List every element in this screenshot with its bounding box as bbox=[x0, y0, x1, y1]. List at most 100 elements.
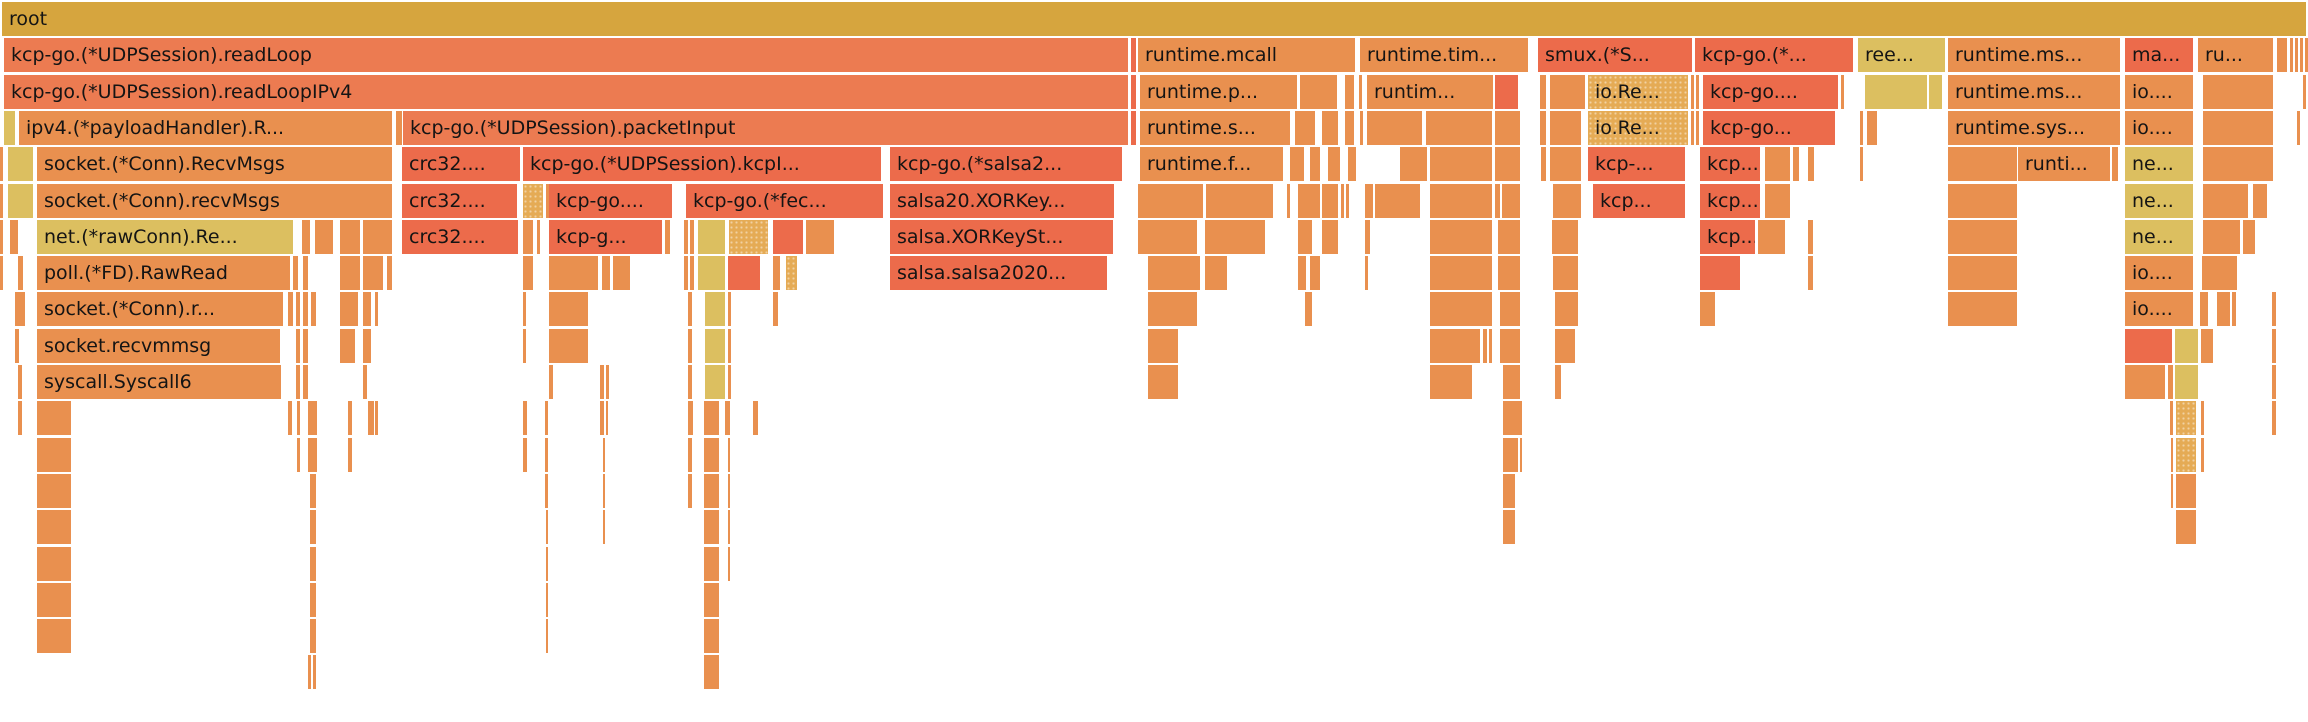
flame-frame[interactable] bbox=[546, 582, 548, 617]
flame-frame[interactable] bbox=[15, 292, 25, 327]
flame-frame-ree[interactable]: ree... bbox=[1858, 38, 1945, 73]
flame-frame[interactable] bbox=[1341, 183, 1344, 218]
flame-frame[interactable] bbox=[10, 219, 18, 254]
flame-frame[interactable] bbox=[1365, 256, 1368, 291]
flame-frame-ne[interactable]: ne... bbox=[2125, 219, 2193, 254]
flame-frame[interactable] bbox=[1555, 365, 1561, 399]
flame-frame[interactable] bbox=[1205, 256, 1227, 291]
flame-frame[interactable] bbox=[1295, 110, 1315, 145]
flame-frame[interactable] bbox=[705, 365, 725, 399]
flame-frame[interactable] bbox=[2201, 328, 2213, 363]
flame-frame[interactable] bbox=[1700, 292, 1715, 327]
flame-frame[interactable] bbox=[363, 365, 367, 399]
flame-frame[interactable] bbox=[37, 510, 71, 545]
flame-frame[interactable] bbox=[2243, 219, 2255, 254]
flame-frame[interactable] bbox=[1793, 147, 1799, 182]
flame-frame[interactable] bbox=[313, 655, 316, 690]
flame-frame[interactable] bbox=[728, 546, 730, 581]
flame-frame[interactable] bbox=[606, 365, 609, 399]
flame-frame[interactable] bbox=[546, 183, 549, 218]
flame-frame[interactable] bbox=[1300, 74, 1337, 109]
flame-frame[interactable] bbox=[1553, 183, 1581, 218]
flame-frame[interactable] bbox=[1948, 183, 2017, 218]
flame-frame[interactable] bbox=[546, 546, 548, 581]
flame-frame[interactable] bbox=[688, 292, 692, 327]
flame-frame[interactable] bbox=[1503, 510, 1515, 545]
flame-frame[interactable] bbox=[600, 401, 604, 436]
flame-frame[interactable] bbox=[2305, 38, 2308, 73]
flame-frame[interactable] bbox=[523, 183, 543, 218]
flame-frame-ne[interactable]: ne... bbox=[2125, 183, 2193, 218]
flame-frame[interactable] bbox=[1503, 401, 1522, 436]
flame-frame[interactable] bbox=[606, 401, 608, 436]
flame-frame[interactable] bbox=[1359, 74, 1362, 109]
flame-frame[interactable] bbox=[1502, 183, 1520, 218]
flame-frame[interactable] bbox=[1503, 473, 1515, 508]
flame-frame-runtime-f[interactable]: runtime.f... bbox=[1140, 147, 1283, 182]
flame-frame[interactable] bbox=[704, 546, 719, 581]
flame-frame[interactable] bbox=[2217, 292, 2230, 327]
flame-frame[interactable] bbox=[308, 437, 317, 472]
flame-frame[interactable] bbox=[1430, 256, 1492, 291]
flame-frame[interactable] bbox=[37, 582, 71, 617]
flame-frame[interactable] bbox=[688, 328, 692, 363]
flame-frame[interactable] bbox=[1503, 437, 1518, 472]
flame-frame-runtime-ms[interactable]: runtime.ms... bbox=[1948, 74, 2120, 109]
flame-frame[interactable] bbox=[1498, 256, 1520, 291]
flame-frame-kcp-go-fec[interactable]: kcp-go.(*fec... bbox=[686, 183, 883, 218]
flame-frame[interactable] bbox=[523, 219, 533, 254]
flame-frame[interactable] bbox=[1865, 74, 1927, 109]
flame-frame-kcp-go[interactable]: kcp-go... bbox=[1703, 110, 1835, 145]
flame-frame[interactable] bbox=[1696, 74, 1699, 109]
flame-frame[interactable] bbox=[728, 328, 731, 363]
flame-frame[interactable] bbox=[1430, 365, 1472, 399]
flame-frame-smux-s[interactable]: smux.(*S... bbox=[1538, 38, 1692, 73]
flame-frame[interactable] bbox=[2201, 437, 2204, 472]
flame-frame[interactable] bbox=[1345, 110, 1354, 145]
flame-frame[interactable] bbox=[296, 292, 300, 327]
flame-frame[interactable] bbox=[523, 256, 533, 291]
flame-frame[interactable] bbox=[1948, 219, 2017, 254]
flame-frame[interactable] bbox=[1430, 292, 1492, 327]
flame-frame[interactable] bbox=[1498, 219, 1520, 254]
flame-frame[interactable] bbox=[725, 401, 730, 436]
flame-frame[interactable] bbox=[603, 437, 605, 472]
flame-frame[interactable] bbox=[1365, 183, 1373, 218]
flame-frame[interactable] bbox=[1691, 110, 1694, 145]
flame-frame[interactable] bbox=[545, 437, 548, 472]
flame-frame[interactable] bbox=[1131, 110, 1136, 145]
flame-frame[interactable] bbox=[297, 437, 300, 472]
flame-frame[interactable] bbox=[705, 328, 725, 363]
flame-frame[interactable] bbox=[684, 256, 688, 291]
flame-frame[interactable] bbox=[310, 582, 316, 617]
flame-frame[interactable] bbox=[688, 365, 692, 399]
flame-frame[interactable] bbox=[537, 219, 540, 254]
flame-frame[interactable] bbox=[2203, 110, 2273, 145]
flame-frame[interactable] bbox=[15, 328, 19, 363]
flame-frame[interactable] bbox=[786, 256, 797, 291]
flame-frame[interactable] bbox=[1483, 328, 1487, 363]
flame-frame[interactable] bbox=[296, 328, 300, 363]
flame-frame[interactable] bbox=[296, 365, 300, 399]
flame-frame[interactable] bbox=[613, 256, 630, 291]
flame-frame[interactable] bbox=[1430, 147, 1492, 182]
flame-frame[interactable] bbox=[396, 110, 402, 145]
flame-frame[interactable] bbox=[2106, 147, 2110, 182]
flame-frame[interactable] bbox=[37, 437, 71, 472]
flame-frame[interactable] bbox=[1360, 110, 1363, 145]
flame-frame[interactable] bbox=[600, 365, 604, 399]
flame-frame-ne[interactable]: ne... bbox=[2125, 147, 2193, 182]
flame-frame[interactable] bbox=[363, 219, 392, 254]
flame-frame[interactable] bbox=[1503, 365, 1520, 399]
flame-frame[interactable] bbox=[728, 256, 760, 291]
flame-frame[interactable] bbox=[1555, 292, 1578, 327]
flame-frame[interactable] bbox=[603, 510, 605, 545]
flame-frame[interactable] bbox=[603, 473, 605, 508]
flame-frame[interactable] bbox=[2295, 38, 2298, 73]
flame-frame[interactable] bbox=[2176, 401, 2196, 436]
flame-frame[interactable] bbox=[37, 619, 71, 654]
flame-frame[interactable] bbox=[2125, 365, 2165, 399]
flame-frame[interactable] bbox=[1148, 292, 1197, 327]
flame-frame[interactable] bbox=[523, 292, 526, 327]
flame-frame[interactable] bbox=[753, 401, 758, 436]
